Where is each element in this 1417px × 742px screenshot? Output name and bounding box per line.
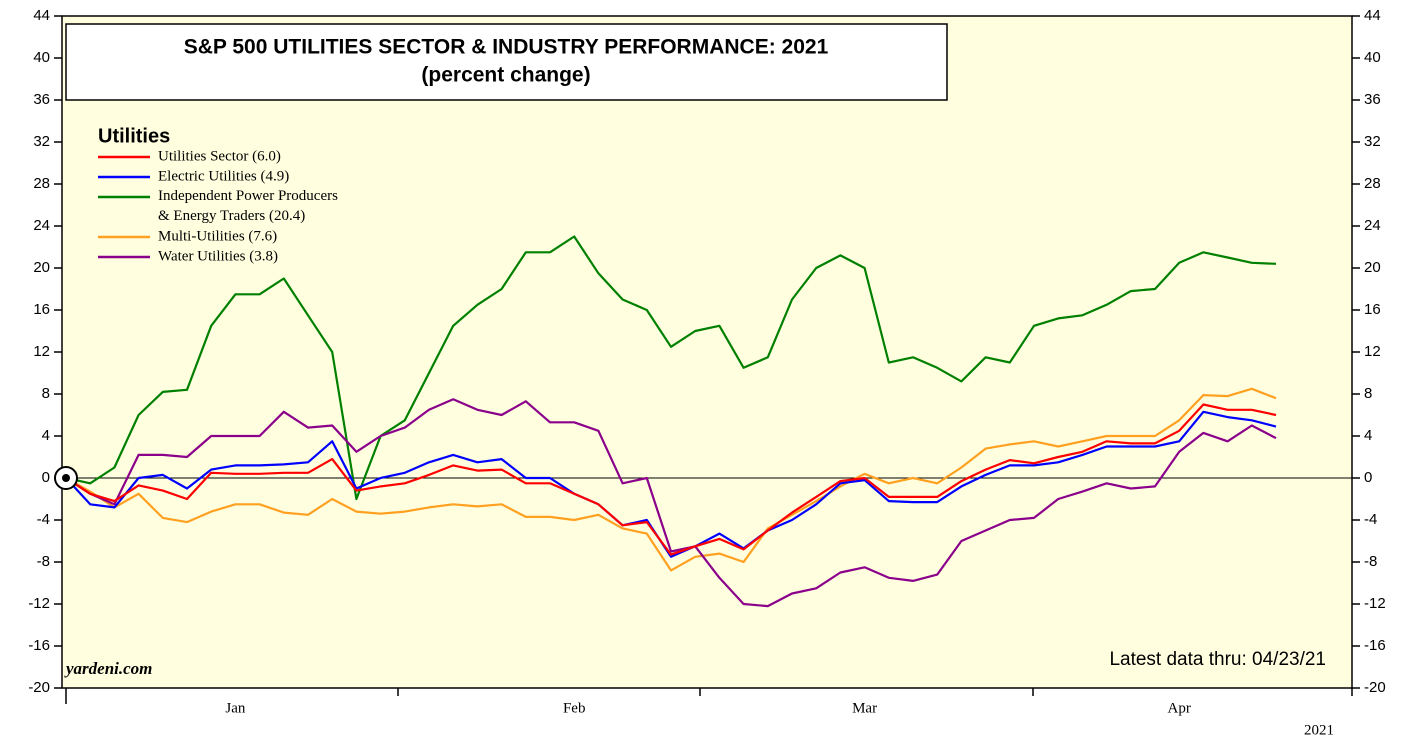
y-tick-label: 44 bbox=[33, 7, 50, 24]
y2-tick-label: -4 bbox=[1364, 511, 1377, 528]
y-tick-label: 4 bbox=[42, 427, 50, 444]
series-line bbox=[65, 403, 1277, 556]
y-tick-label: -12 bbox=[28, 595, 50, 612]
y2-tick-label: 4 bbox=[1364, 427, 1372, 444]
y-tick-label: 40 bbox=[33, 49, 50, 66]
y2-tick-label: 32 bbox=[1364, 133, 1381, 150]
y-tick-label: 20 bbox=[33, 259, 50, 276]
source-note: yardeni.com bbox=[64, 659, 152, 678]
y2-tick-label: 24 bbox=[1364, 217, 1381, 234]
y-tick-label: 12 bbox=[33, 343, 50, 360]
x-tick-label: Mar bbox=[852, 700, 877, 716]
series-line bbox=[65, 235, 1277, 501]
y2-tick-label: 0 bbox=[1364, 469, 1372, 486]
legend-label: Independent Power Producers & Energy Trad… bbox=[158, 188, 338, 224]
legend-label: Electric Utilities (4.9) bbox=[158, 168, 289, 184]
series-line bbox=[65, 410, 1277, 558]
x-axis-label: 2021 bbox=[1304, 722, 1334, 738]
y-tick-label: 8 bbox=[42, 385, 50, 402]
y2-tick-label: -16 bbox=[1364, 637, 1386, 654]
x-tick-label: Apr bbox=[1168, 700, 1191, 716]
y-tick-label: -4 bbox=[37, 511, 50, 528]
y-tick-label: 28 bbox=[33, 175, 50, 192]
chart-subtitle: (percent change) bbox=[421, 64, 590, 87]
y2-tick-label: 12 bbox=[1364, 343, 1381, 360]
x-tick-label: Jan bbox=[225, 700, 245, 716]
legend-label: Water Utilities (3.8) bbox=[158, 248, 278, 264]
y-tick-label: -20 bbox=[28, 679, 50, 696]
y2-tick-label: 8 bbox=[1364, 385, 1372, 402]
series-line bbox=[65, 387, 1277, 572]
y2-tick-label: 16 bbox=[1364, 301, 1381, 318]
y2-tick-label: 20 bbox=[1364, 259, 1381, 276]
y2-tick-label: 36 bbox=[1364, 91, 1381, 108]
latest-note: Latest data thru: 04/23/21 bbox=[1109, 649, 1326, 670]
y-tick-label: 16 bbox=[33, 301, 50, 318]
title-box bbox=[65, 23, 948, 101]
legend-label: Multi-Utilities (7.6) bbox=[158, 228, 277, 244]
month-separators bbox=[65, 688, 1353, 704]
legend-label: Utilities Sector (6.0) bbox=[158, 148, 281, 164]
y2-tick-label: -8 bbox=[1364, 553, 1377, 570]
legend-title: Utilities bbox=[98, 125, 170, 147]
y2-tick-label: 28 bbox=[1364, 175, 1381, 192]
series-line bbox=[65, 398, 1277, 608]
y-tick-label: 24 bbox=[33, 217, 50, 234]
y2-tick-label: -20 bbox=[1364, 679, 1386, 696]
y-tick-label: -16 bbox=[28, 637, 50, 654]
y2-tick-label: 40 bbox=[1364, 49, 1381, 66]
y-tick-label: 36 bbox=[33, 91, 50, 108]
chart-title: S&P 500 UTILITIES SECTOR & INDUSTRY PERF… bbox=[184, 36, 829, 59]
y-tick-label: -8 bbox=[37, 553, 50, 570]
origin-dot bbox=[62, 474, 70, 482]
y2-tick-label: -12 bbox=[1364, 595, 1386, 612]
x-tick-label: Feb bbox=[563, 700, 586, 716]
y2-tick-label: 44 bbox=[1364, 7, 1381, 24]
y-tick-label: 0 bbox=[42, 469, 50, 486]
plot-area bbox=[61, 15, 1353, 689]
y-tick-label: 32 bbox=[33, 133, 50, 150]
